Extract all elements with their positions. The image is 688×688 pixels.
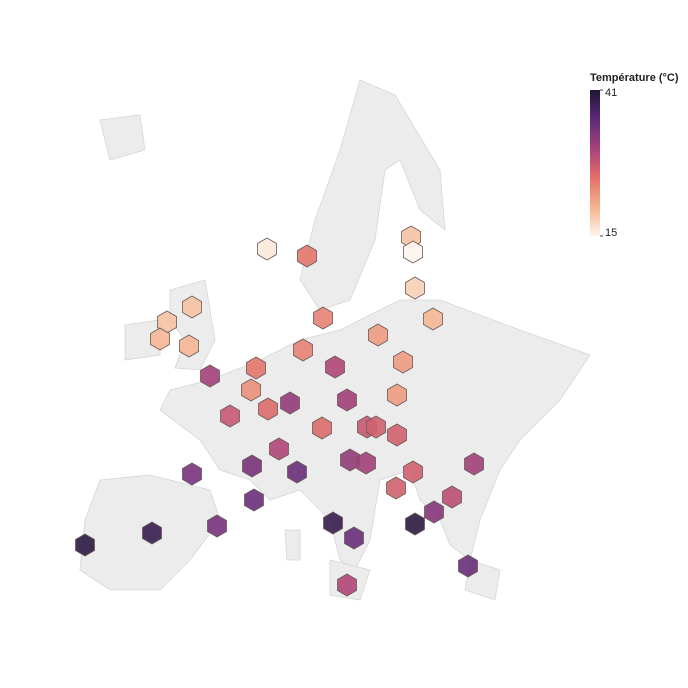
hexagon <box>356 451 376 475</box>
hexagon <box>386 476 406 500</box>
hexagon <box>246 356 266 380</box>
hexagon <box>423 307 443 331</box>
hexagon <box>312 416 332 440</box>
hexagon <box>280 391 300 415</box>
hexagon <box>242 454 262 478</box>
hexagon <box>424 500 444 524</box>
hexagon <box>458 554 478 578</box>
hexagon <box>179 334 199 358</box>
hexagon <box>241 378 261 402</box>
hexagon <box>257 237 277 261</box>
hexagon <box>337 573 357 597</box>
legend: Température (°C) 15 41 <box>590 72 679 239</box>
hexagon <box>293 338 313 362</box>
hexagon <box>200 364 220 388</box>
hexagon <box>313 306 333 330</box>
hexagon <box>220 404 240 428</box>
hexagon <box>337 388 357 412</box>
hexagon <box>340 448 360 472</box>
hexagon <box>368 323 388 347</box>
hexagon <box>269 437 289 461</box>
hexagon <box>464 452 484 476</box>
hexagon <box>393 350 413 374</box>
hexagon <box>258 397 278 421</box>
hexagon <box>442 485 462 509</box>
hexagon <box>387 423 407 447</box>
hexagon <box>182 295 202 319</box>
hexagon <box>405 276 425 300</box>
hexagon <box>366 415 386 439</box>
hexagon <box>182 462 202 486</box>
hexagon <box>344 526 364 550</box>
hexagon <box>287 460 307 484</box>
hexagon <box>325 355 345 379</box>
hexagon <box>403 240 423 264</box>
legend-title: Température (°C) <box>590 72 679 84</box>
hexagon <box>405 512 425 536</box>
hexagon <box>323 511 343 535</box>
hexagons <box>75 225 484 597</box>
hexagon <box>297 244 317 268</box>
hexagon <box>75 533 95 557</box>
hexagon <box>387 383 407 407</box>
hexagon <box>403 460 423 484</box>
hexagon <box>244 488 264 512</box>
colorbar <box>590 90 600 236</box>
hexagon <box>150 327 170 351</box>
hexagon <box>142 521 162 545</box>
colorbar-label: 41 <box>605 87 617 99</box>
colorbar-label: 15 <box>605 227 617 239</box>
hexagon <box>207 514 227 538</box>
